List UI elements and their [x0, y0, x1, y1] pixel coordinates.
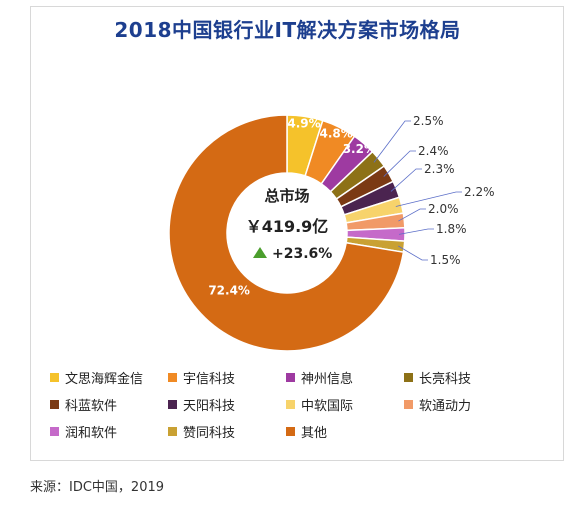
legend-swatch	[404, 372, 413, 382]
center-label: 总市场	[264, 187, 309, 205]
legend: 文思海辉金信 宇信科技 神州信息 长亮科技科蓝软件 天阳科技 中软国际 软通动力润和软件 赞同…	[50, 368, 522, 441]
legend-item: 文思海辉金信	[50, 368, 168, 387]
slice-label: 2.5%	[413, 114, 444, 128]
slice-label: 4.9%	[287, 116, 320, 130]
slice-label: 4.8%	[320, 126, 353, 140]
legend-item: 宇信科技	[168, 368, 286, 387]
legend-item: 中软国际	[286, 395, 404, 414]
slice-label: 2.2%	[464, 185, 495, 199]
slice-label: 3.2%	[343, 142, 376, 156]
legend-swatch	[168, 399, 177, 409]
legend-item: 赞同科技	[168, 422, 286, 441]
legend-label: 长亮科技	[419, 371, 472, 387]
legend-label: 中软国际	[301, 398, 354, 414]
legend-swatch	[286, 426, 295, 436]
legend-label: 赞同科技	[183, 425, 236, 441]
legend-label: 软通动力	[419, 398, 472, 414]
legend-item: 长亮科技	[404, 368, 522, 387]
legend-label: 科蓝软件	[65, 398, 118, 414]
leader-line	[395, 191, 462, 207]
legend-label: 天阳科技	[183, 398, 236, 414]
chart-title: 2018中国银行业IT解决方案市场格局	[114, 18, 461, 42]
slice-label: 2.0%	[428, 202, 459, 216]
legend-swatch	[50, 372, 59, 382]
chart-frame	[30, 6, 564, 461]
legend-item: 其他	[286, 422, 404, 441]
center-growth: +23.6%	[272, 246, 332, 262]
pie-slice	[168, 114, 405, 352]
donut-chart: 4.9%4.8% 3.2% 2.5% 2.4% 2.3% 2.2% 2.0% 1.8% 1.5%…	[168, 114, 495, 352]
legend-item: 天阳科技	[168, 395, 286, 414]
legend-item: 神州信息	[286, 368, 404, 387]
center-value: ￥419.9亿	[246, 217, 329, 236]
legend-label: 其他	[301, 425, 328, 441]
slice-label: 1.8%	[436, 222, 467, 236]
leader-line	[398, 228, 434, 235]
slice-label: 2.3%	[424, 162, 455, 176]
legend-swatch	[286, 399, 295, 409]
legend-swatch	[168, 372, 177, 382]
source-note: 来源：IDC中国，2019	[30, 480, 165, 495]
legend-swatch	[50, 399, 59, 409]
legend-item: 润和软件	[50, 422, 168, 441]
legend-label: 宇信科技	[183, 371, 236, 387]
legend-label: 神州信息	[301, 371, 354, 387]
legend-label: 文思海辉金信	[65, 371, 144, 387]
legend-item: 科蓝软件	[50, 395, 168, 414]
leader-line	[398, 245, 428, 261]
legend-swatch	[168, 426, 177, 436]
legend-swatch	[50, 426, 59, 436]
slice-label: 1.5%	[430, 253, 461, 267]
slice-label: 72.4%	[208, 284, 250, 298]
legend-swatch	[404, 399, 413, 409]
legend-item: 软通动力	[404, 395, 522, 414]
legend-swatch	[286, 372, 295, 382]
leader-line	[398, 208, 426, 222]
leader-line	[390, 168, 422, 192]
leader-line	[383, 150, 416, 177]
leader-line	[373, 120, 411, 163]
slice-label: 2.4%	[418, 144, 449, 158]
legend-label: 润和软件	[65, 425, 118, 441]
growth-arrow-icon	[253, 247, 267, 258]
